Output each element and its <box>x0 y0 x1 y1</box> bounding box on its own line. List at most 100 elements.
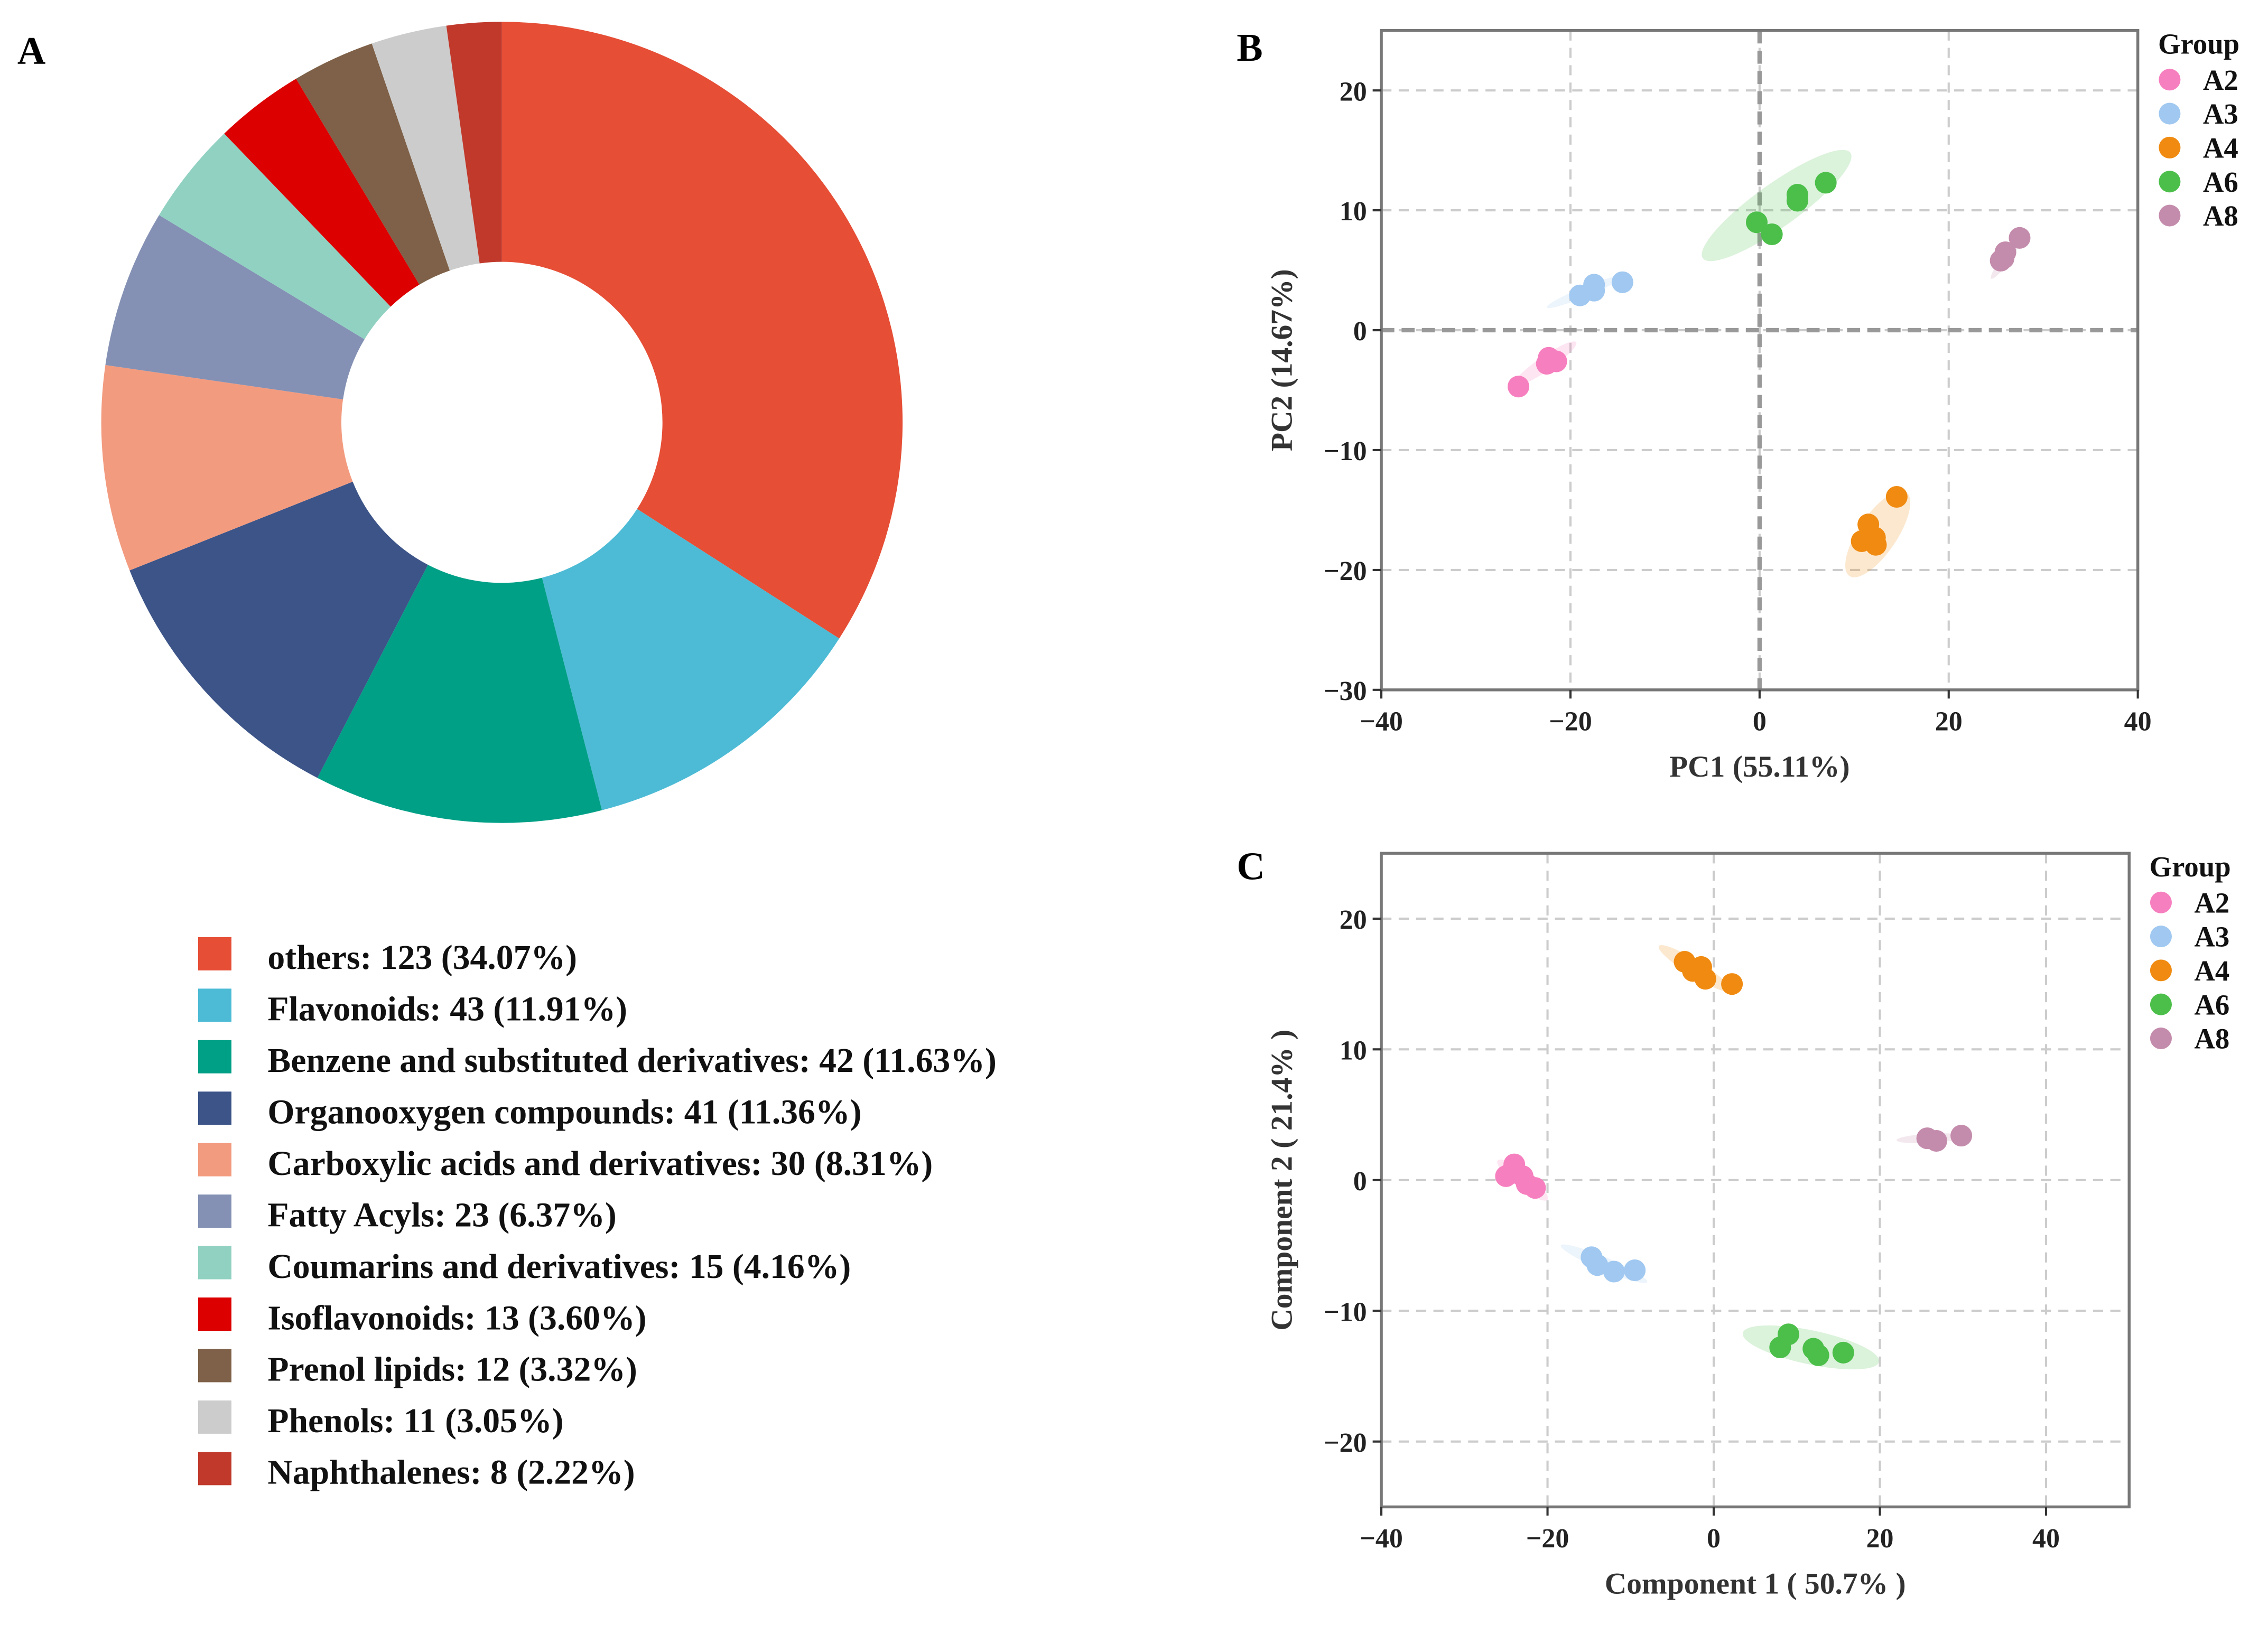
data-point <box>1807 1344 1829 1366</box>
x-tick-label: 20 <box>1866 1524 1894 1554</box>
legend-label: Coumarins and derivatives: 15 (4.16%) <box>267 1247 851 1286</box>
data-point <box>2009 227 2031 249</box>
y-tick-label: −20 <box>1324 556 1367 586</box>
data-point <box>1761 223 1783 246</box>
data-point <box>1508 376 1530 398</box>
legend-label: A6 <box>2194 988 2229 1021</box>
legend-swatch <box>198 1091 231 1125</box>
legend-title: Group <box>2158 27 2239 60</box>
donut-slice <box>101 365 353 571</box>
y-tick-label: 20 <box>1340 77 1367 107</box>
x-axis-label: Component 1 ( 50.7% ) <box>1605 1567 1906 1601</box>
y-tick-label: 10 <box>1340 197 1367 227</box>
x-axis-label: PC1 (55.11%) <box>1669 750 1850 783</box>
legend-marker <box>2159 171 2181 193</box>
legend-label: A8 <box>2203 200 2238 232</box>
legend-label: Fatty Acyls: 23 (6.37%) <box>267 1196 616 1234</box>
pca-plot: −40 −20 0 20 40 −30 −20 −10 0 10 20 PC1 (55.11%) PC2… <box>1265 27 2239 783</box>
x-tick-label: −20 <box>1549 707 1592 737</box>
legend-title: Group <box>2150 851 2231 883</box>
panel-label-a: A <box>17 29 45 72</box>
legend-label: A2 <box>2194 886 2229 919</box>
data-point <box>1721 973 1743 995</box>
legend-label: A3 <box>2203 98 2238 130</box>
donut-slice <box>446 22 502 264</box>
donut-slice <box>371 25 480 271</box>
legend-label: A3 <box>2194 921 2229 953</box>
data-point <box>1993 247 2015 269</box>
data-point <box>1524 1177 1546 1199</box>
legend-swatch <box>198 1452 231 1486</box>
donut-chart <box>101 22 903 823</box>
x-tick-label: 20 <box>1935 707 1963 737</box>
legend-marker <box>2159 69 2181 91</box>
y-tick-label: 0 <box>1353 316 1367 347</box>
legend-label: A8 <box>2194 1023 2229 1055</box>
panel-label-c: C <box>1237 844 1265 888</box>
donut-slice <box>105 215 365 399</box>
x-tick-label: −40 <box>1360 1524 1403 1554</box>
x-tick-label: −20 <box>1526 1524 1569 1554</box>
data-point <box>1745 211 1768 234</box>
data-point <box>1950 1125 1973 1147</box>
data-point <box>1603 1260 1625 1283</box>
y-tick-label: 20 <box>1340 905 1367 935</box>
y-tick-label: −30 <box>1324 676 1367 706</box>
legend-marker <box>2150 891 2172 913</box>
donut-slice <box>501 22 903 639</box>
legend-marker <box>2159 204 2181 227</box>
data-point <box>1694 968 1716 990</box>
y-tick-label: 10 <box>1340 1035 1367 1066</box>
x-tick-label: 0 <box>1707 1524 1721 1554</box>
legend-swatch <box>198 1143 231 1177</box>
y-tick-label: −10 <box>1324 436 1367 466</box>
legend-label: A4 <box>2203 132 2238 164</box>
legend-label: A4 <box>2194 955 2229 987</box>
donut-slice <box>159 133 391 340</box>
data-point <box>1624 1259 1646 1282</box>
data-point <box>1778 1323 1800 1346</box>
y-tick-label: −10 <box>1324 1297 1367 1327</box>
legend-swatch <box>198 1400 231 1434</box>
data-point <box>1885 485 1908 508</box>
donut-slice <box>317 565 602 823</box>
legend-label: A2 <box>2203 64 2238 96</box>
y-tick-label: 0 <box>1353 1166 1367 1197</box>
legend-label: A6 <box>2203 166 2238 198</box>
legend-marker <box>2159 136 2181 158</box>
data-point <box>1586 1254 1609 1276</box>
data-point <box>1583 274 1605 296</box>
data-point <box>1499 1162 1521 1184</box>
data-point <box>1538 347 1560 369</box>
data-point <box>1832 1341 1854 1364</box>
panel-label-b: B <box>1237 26 1262 69</box>
legend-label: Benzene and substituted derivatives: 42 … <box>267 1041 996 1080</box>
legend-marker <box>2159 102 2181 125</box>
legend-label: Prenol lipids: 12 (3.32%) <box>267 1350 637 1389</box>
legend-swatch <box>198 1297 231 1331</box>
donut-slice <box>129 481 428 778</box>
x-tick-label: 40 <box>2124 707 2152 737</box>
y-axis-label: PC2 (14.67%) <box>1265 269 1298 451</box>
data-point <box>1611 271 1633 293</box>
legend-label: Organooxygen compounds: 41 (11.36%) <box>267 1093 861 1131</box>
data-point <box>1815 172 1837 194</box>
legend-label: Naphthalenes: 8 (2.22%) <box>267 1453 635 1492</box>
legend-swatch <box>198 1246 231 1280</box>
legend-marker <box>2150 993 2172 1015</box>
confidence-ellipse <box>1702 150 1852 262</box>
donut-slice <box>542 509 840 810</box>
legend-marker <box>2150 1028 2172 1050</box>
donut-legend: others: 123 (34.07%) Flavonoids: 43 (11.9… <box>198 937 997 1492</box>
legend-label: Carboxylic acids and derivatives: 30 (8.… <box>267 1144 933 1183</box>
legend-marker <box>2150 926 2172 948</box>
data-point <box>1864 527 1886 549</box>
legend-swatch <box>198 1194 231 1228</box>
legend-label: Phenols: 11 (3.05%) <box>267 1402 563 1440</box>
x-tick-label: −40 <box>1360 707 1403 737</box>
legend-swatch <box>198 1040 231 1073</box>
legend-label: others: 123 (34.07%) <box>267 938 577 977</box>
plsda-plot: −40 −20 0 20 40 −20 −10 0 10 20 Component 1 ( 50.7… <box>1265 851 2230 1601</box>
